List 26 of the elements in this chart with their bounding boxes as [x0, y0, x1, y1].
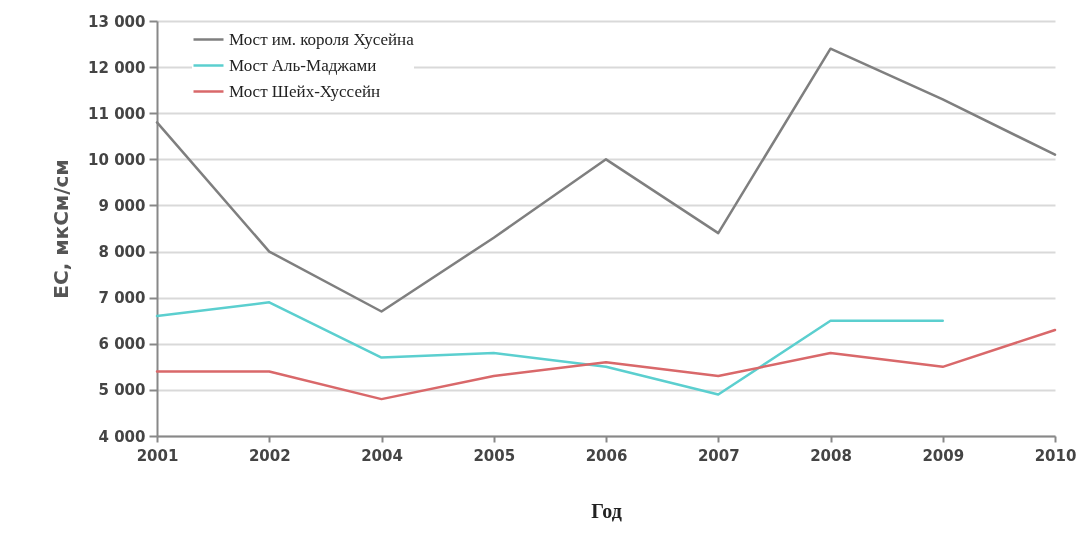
legend-label: Мост Аль-Маджами	[229, 55, 377, 75]
y-tick-label: 13 000	[88, 12, 146, 31]
x-tick-label: 2009	[922, 446, 965, 465]
y-tick-label: 12 000	[88, 58, 146, 77]
y-tick-label: 6 000	[98, 335, 146, 354]
x-tick-label: 2002	[248, 446, 291, 465]
y-tick-label: 8 000	[98, 243, 146, 262]
legend-label: Мост Шейх-Хуссейн	[229, 81, 381, 101]
y-tick-label: 7 000	[98, 289, 146, 308]
x-axis-title: Год	[591, 499, 622, 522]
y-tick-label: 11 000	[88, 104, 146, 123]
line-series	[155, 328, 1057, 401]
line-series	[155, 301, 944, 396]
x-tick-label: 2010	[1034, 446, 1077, 465]
y-tick-label: 4 000	[98, 427, 146, 446]
y-tick-label: 10 000	[88, 150, 146, 169]
y-tick-label: 9 000	[98, 196, 146, 215]
x-tick-label: 2004	[361, 446, 403, 465]
x-tick-label: 2005	[473, 446, 516, 465]
x-tick-label: 2006	[585, 446, 628, 465]
x-tick-label: 2008	[810, 446, 852, 465]
y-axis-title: EC, мкСм/см	[49, 159, 74, 299]
x-tick-label: 2007	[697, 446, 740, 465]
x-tick-label: 2001	[136, 446, 179, 465]
legend-label: Мост им. короля Хусейна	[229, 29, 415, 49]
y-tick-label: 5 000	[98, 381, 146, 400]
